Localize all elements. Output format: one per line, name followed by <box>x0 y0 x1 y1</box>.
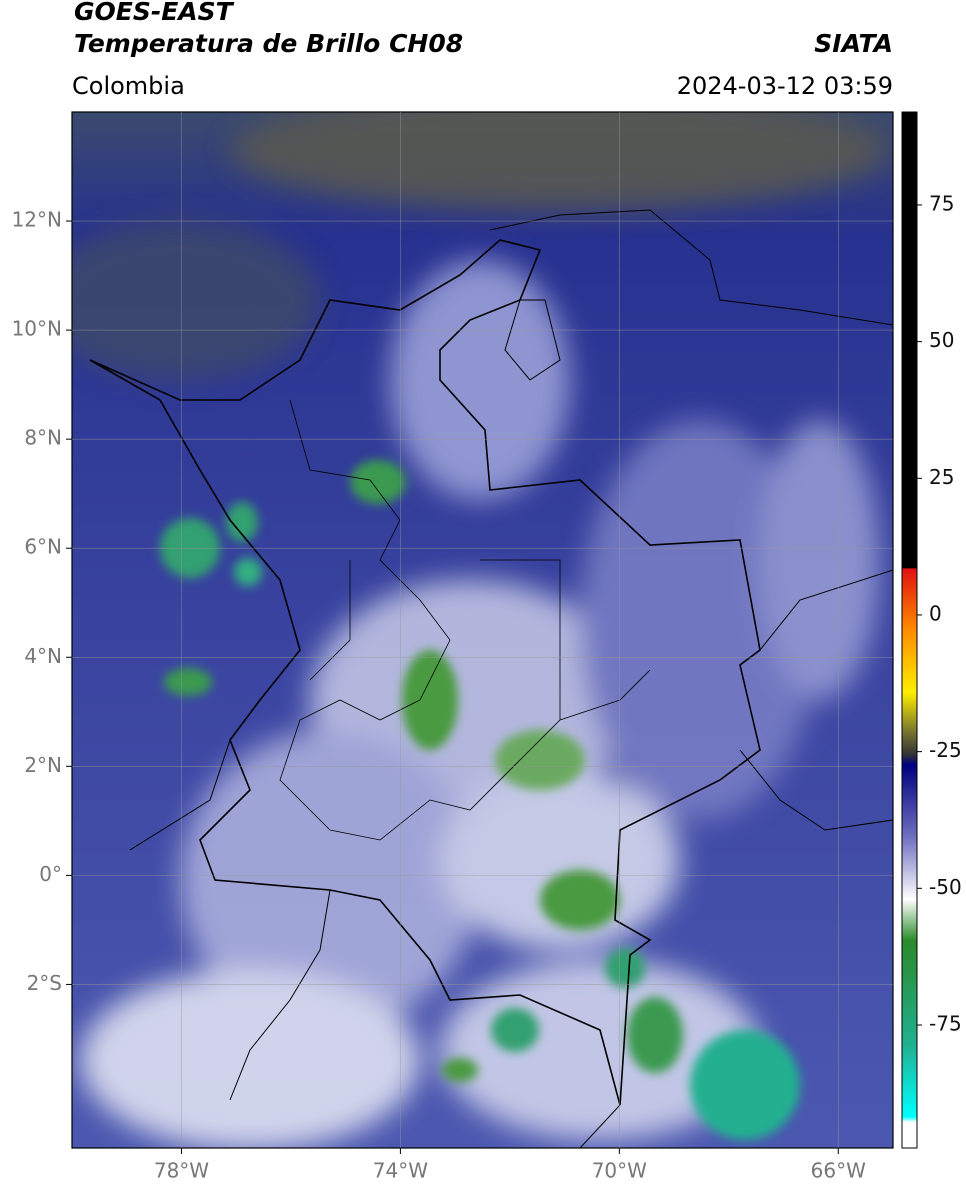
map-frame <box>71 111 894 1149</box>
colorbar <box>901 111 918 1149</box>
colorbar-tick-label: 25 <box>929 465 954 489</box>
colorbar-tick-label: -75 <box>929 1011 962 1035</box>
colorbar-tick-label: -25 <box>929 738 962 762</box>
y-tick-label: 12°N <box>12 208 62 232</box>
datetime: 2024-03-12 03:59 <box>677 72 893 100</box>
y-tick-label: 0° <box>39 862 62 886</box>
colorbar-tick-label: -50 <box>929 875 962 899</box>
x-tick-label: 70°W <box>592 1159 647 1183</box>
y-tick-label: 2°S <box>27 971 62 995</box>
colorbar-tick-label: 50 <box>929 328 954 352</box>
colorbar-tick-label: 75 <box>929 191 954 215</box>
region: Colombia <box>72 72 185 100</box>
x-tick-label: 66°W <box>811 1159 866 1183</box>
y-tick-label: 10°N <box>12 317 62 341</box>
x-tick-label: 78°W <box>154 1159 209 1183</box>
y-tick-label: 4°N <box>24 644 62 668</box>
y-tick-label: 6°N <box>24 535 62 559</box>
satellite-image <box>72 112 893 1148</box>
source: SIATA <box>814 29 893 58</box>
x-tick-label: 74°W <box>373 1159 428 1183</box>
y-tick-label: 8°N <box>24 426 62 450</box>
subtitle: Temperatura de Brillo CH08 <box>74 29 463 58</box>
title: GOES-EAST <box>74 0 235 26</box>
y-tick-label: 2°N <box>24 753 62 777</box>
colorbar-tick-label: 0 <box>929 601 942 625</box>
